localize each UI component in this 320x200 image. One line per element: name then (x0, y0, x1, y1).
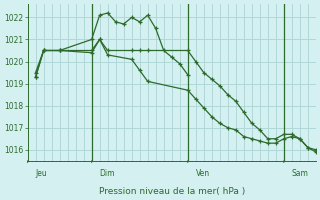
Text: Dim: Dim (100, 169, 115, 178)
Text: Jeu: Jeu (36, 169, 47, 178)
Text: Pression niveau de la mer( hPa ): Pression niveau de la mer( hPa ) (99, 187, 245, 196)
Text: Sam: Sam (292, 169, 309, 178)
Text: Ven: Ven (196, 169, 210, 178)
